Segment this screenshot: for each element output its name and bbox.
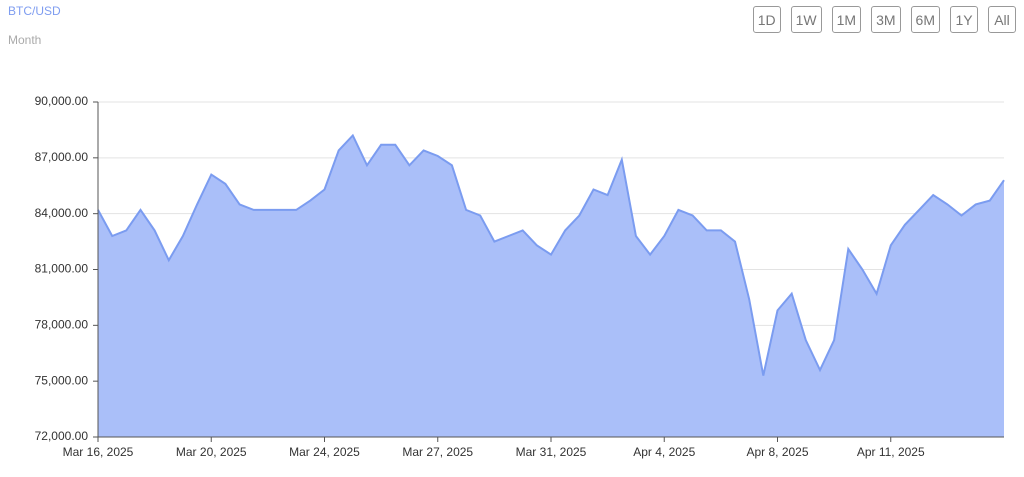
x-tick-label: Mar 27, 2025 [402, 445, 473, 459]
y-tick-label: 75,000.00 [35, 373, 89, 387]
x-tick-label: Mar 20, 2025 [176, 445, 247, 459]
range-buttons: 1D 1W 1M 3M 6M 1Y All [752, 6, 1016, 33]
range-button[interactable]: 6M [910, 6, 940, 33]
y-tick-label: 84,000.00 [35, 206, 89, 220]
x-tick-label: Apr 11, 2025 [857, 445, 925, 459]
x-tick-label: Mar 16, 2025 [63, 445, 134, 459]
chart-subtitle: Month [8, 33, 42, 47]
range-button[interactable]: All [988, 6, 1016, 33]
y-tick-label: 78,000.00 [35, 318, 89, 332]
x-tick-label: Apr 8, 2025 [746, 445, 808, 459]
range-button[interactable]: 1W [790, 6, 822, 33]
area-fill [98, 135, 1004, 437]
range-button[interactable]: 3M [871, 6, 901, 33]
price-line [97, 133, 1005, 376]
y-tick-label: 72,000.00 [35, 429, 89, 443]
x-tick-label: Mar 31, 2025 [516, 445, 587, 459]
y-tick-label: 87,000.00 [35, 150, 89, 164]
x-tick-label: Apr 4, 2025 [633, 445, 695, 459]
y-tick-label: 90,000.00 [35, 94, 89, 108]
chart-title: BTC/USD [8, 4, 61, 18]
range-button[interactable]: 1Y [950, 6, 978, 33]
x-tick-label: Mar 24, 2025 [289, 445, 360, 459]
y-tick-label: 81,000.00 [35, 262, 89, 276]
range-button[interactable]: 1D [752, 6, 781, 33]
range-button[interactable]: 1M [831, 6, 862, 33]
